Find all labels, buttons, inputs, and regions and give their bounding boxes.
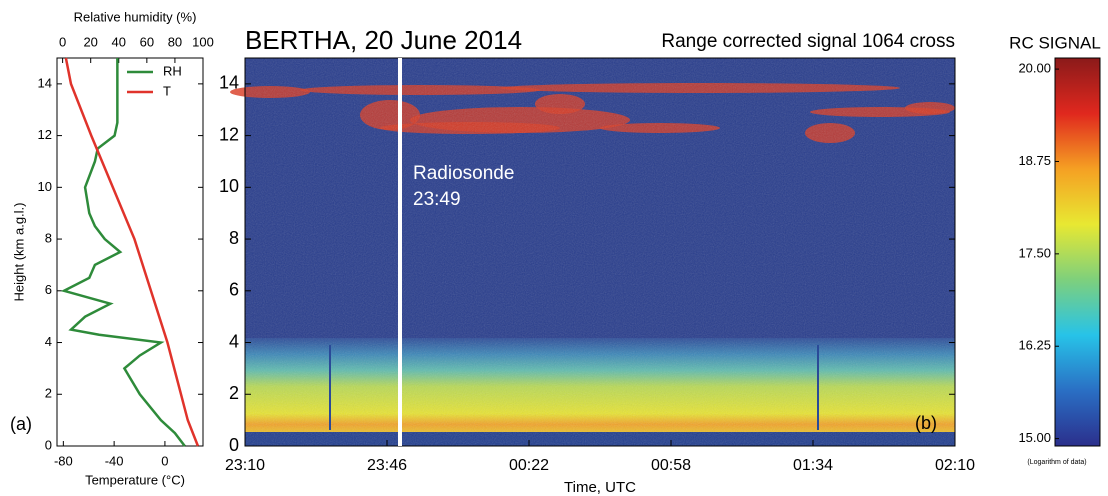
annotation: 23:49	[413, 189, 461, 210]
x2-tick-label: 40	[112, 34, 126, 49]
x-label: Temperature (°C)	[85, 472, 185, 487]
profile-line	[64, 57, 200, 447]
y-tick-label: 8	[45, 231, 52, 246]
y-tick-label: 10	[38, 179, 52, 194]
x-tick-label: 23:10	[225, 457, 265, 474]
x-label: Time, UTC	[564, 479, 636, 496]
x-tick-label: 00:58	[651, 457, 691, 474]
x-tick-label: -80	[54, 453, 73, 468]
x2-tick-label: 20	[83, 34, 97, 49]
x-tick-label: 01:34	[793, 457, 833, 474]
panel-label: (a)	[10, 414, 32, 434]
y-tick-label: 10	[219, 176, 239, 196]
colorbar-title: RC SIGNAL	[1009, 33, 1101, 52]
profile-line	[60, 58, 186, 447]
x-tick-label: 0	[161, 453, 168, 468]
x2-tick-label: 80	[168, 34, 182, 49]
panel-label: (b)	[915, 413, 937, 433]
y-tick-label: 12	[38, 127, 52, 142]
legend-label: T	[163, 83, 171, 98]
x2-tick-label: 100	[192, 34, 214, 49]
y-tick-label: 4	[229, 331, 239, 351]
colorbar	[1054, 57, 1101, 447]
colorbar-tick-label: 18.75	[1018, 153, 1051, 168]
x2-label: Relative humidity (%)	[74, 9, 197, 24]
y-tick-label: 0	[45, 437, 52, 452]
x-tick-label: -40	[105, 453, 124, 468]
y-tick-label: 14	[38, 75, 52, 90]
y-tick-label: 6	[45, 282, 52, 297]
y-tick-label: 14	[219, 73, 239, 93]
x-tick-label: 23:46	[367, 457, 407, 474]
x2-tick-label: 60	[140, 34, 154, 49]
y-tick-label: 6	[229, 280, 239, 300]
noise	[245, 58, 955, 446]
x-tick-label: 00:22	[509, 457, 549, 474]
panel-a-frame	[56, 57, 204, 447]
heatmap-image	[230, 58, 955, 446]
colorbar-tick-label: 15.00	[1018, 430, 1051, 445]
legend-label: RH	[163, 63, 182, 78]
colorbar-tick-label: 17.50	[1018, 245, 1051, 260]
y-tick-label: 2	[45, 386, 52, 401]
y-tick-label: 12	[219, 124, 239, 144]
x2-tick-label: 0	[59, 34, 66, 49]
x-tick-label: 02:10	[935, 457, 975, 474]
colorbar-tick-label: 20.00	[1018, 61, 1051, 76]
y-label: Height (km a.g.l.)	[11, 203, 26, 302]
chart-title: BERTHA, 20 June 2014	[245, 25, 522, 55]
chart-subtitle: Range corrected signal 1064 cross	[661, 31, 955, 52]
annotation: Radiosonde	[413, 163, 514, 184]
colorbar-tick-label: 16.25	[1018, 338, 1051, 353]
y-tick-label: 8	[229, 228, 239, 248]
y-tick-label: 2	[229, 383, 239, 403]
colorbar-note: (Logarithm of data)	[1027, 459, 1086, 466]
panel-b-frame	[244, 57, 956, 447]
y-tick-label: 0	[229, 435, 239, 455]
y-tick-label: 4	[45, 334, 52, 349]
